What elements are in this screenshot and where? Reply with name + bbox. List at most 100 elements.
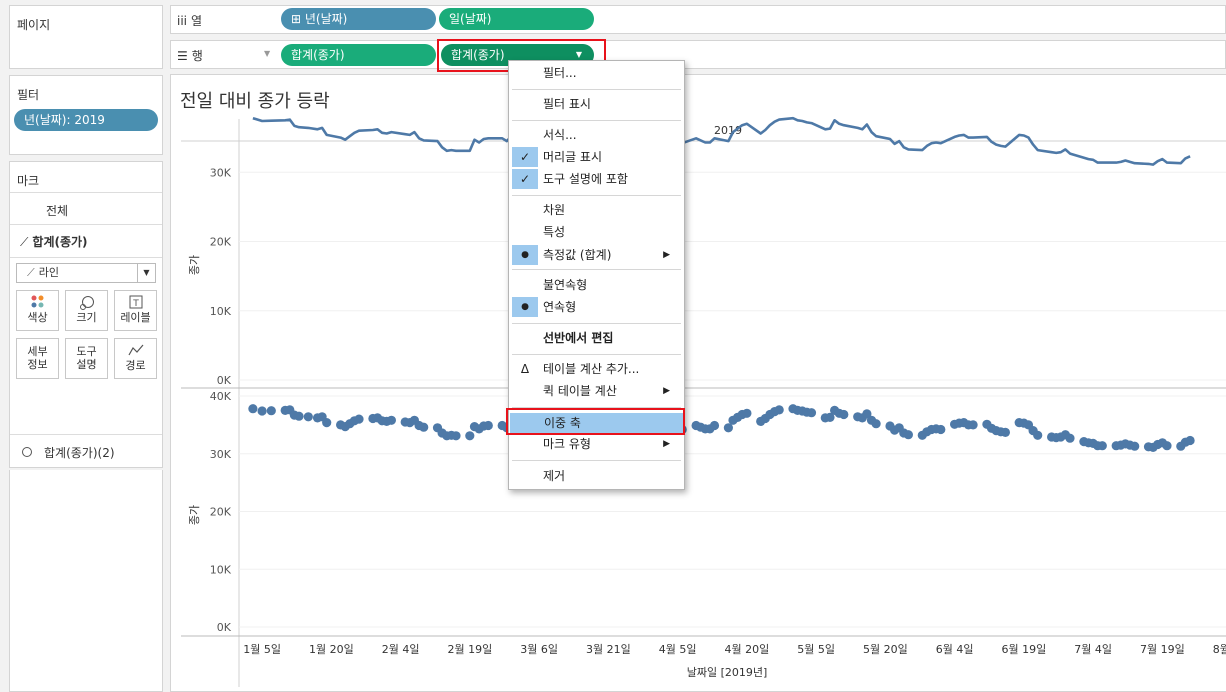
x-tick-label: 8월 3일 <box>1213 642 1226 656</box>
marks-card: 마크 전체 ⟋ 합계(종가) ⟋ 라인 ▼ 색상 크기 T 레이블 세부 정보 도구… <box>9 161 163 468</box>
menu-item[interactable]: 차원 <box>509 200 684 220</box>
menu-item[interactable]: 불연속형 <box>509 275 684 295</box>
detail-button[interactable]: 세부 정보 <box>16 338 59 379</box>
y-tick-label: 20K <box>210 506 232 519</box>
y-tick-label: 20K <box>210 236 232 249</box>
svg-text:T: T <box>132 299 139 309</box>
mark-type-value: 라인 <box>38 266 59 279</box>
rows-pill-sum-close-1[interactable]: 합계(종가) <box>281 44 436 66</box>
path-button[interactable]: 경로 <box>114 338 157 379</box>
scatter-point <box>709 420 720 431</box>
menu-item[interactable]: 특성 <box>509 222 684 242</box>
menu-item-label: 제거 <box>543 469 566 483</box>
columns-pill-day[interactable]: 일(날짜) <box>439 8 594 30</box>
y-tick-label: 10K <box>210 563 232 576</box>
menu-separator <box>512 407 681 408</box>
scatter-point <box>1130 441 1140 451</box>
menu-item-label: 특성 <box>543 225 566 239</box>
menu-item-label: 도구 설명에 포함 <box>543 172 628 186</box>
bullet-icon: ● <box>512 297 538 317</box>
y-tick-label: 0K <box>217 374 232 387</box>
menu-item-label: 선반에서 편집 <box>543 331 614 345</box>
scatter-point <box>968 420 978 430</box>
rows-shelf-dropdown-icon[interactable]: ▼ <box>264 49 271 58</box>
tooltip-button[interactable]: 도구 설명 <box>65 338 108 379</box>
scatter-point <box>257 406 267 416</box>
menu-item[interactable]: 마크 유형 ▶ <box>509 434 684 454</box>
scatter-point <box>742 408 752 418</box>
size-button[interactable]: 크기 <box>65 290 108 331</box>
mark-type-select[interactable]: ⟋ 라인 ▼ <box>16 263 156 283</box>
menu-item[interactable]: ✓ 머리글 표시 <box>509 147 684 167</box>
columns-pill-year[interactable]: ⊞ 년(날짜) <box>281 8 436 30</box>
x-tick-label: 2월 19일 <box>447 642 492 656</box>
menu-item-label: 불연속형 <box>543 278 588 292</box>
menu-separator <box>512 323 681 324</box>
scatter-point <box>294 411 304 421</box>
scatter-point <box>862 409 872 419</box>
sheet-title: 전일 대비 종가 등락 <box>180 91 330 112</box>
y-tick-label: 0K <box>217 621 232 634</box>
marks-all[interactable]: 전체 <box>46 202 198 219</box>
tooltip-button-label: 도구 설명 <box>76 345 97 371</box>
menu-item-label: 머리글 표시 <box>543 150 603 164</box>
marks-measure-2[interactable]: 합계(종가)(2) <box>22 444 174 461</box>
filter-pill-year[interactable]: 년(날짜): 2019 <box>14 109 158 131</box>
menu-separator <box>512 269 681 270</box>
rows-icon: ☰ <box>177 49 188 63</box>
color-icon <box>17 295 58 311</box>
menu-item[interactable]: 퀵 테이블 계산 ▶ <box>509 381 684 401</box>
menu-separator <box>512 460 681 461</box>
scatter-point <box>483 420 493 431</box>
path-icon <box>115 343 156 359</box>
y-tick-label: 10K <box>210 305 232 318</box>
menu-item-label: 퀵 테이블 계산 <box>543 384 617 398</box>
scatter-point <box>354 414 364 424</box>
scatter-point <box>903 430 914 440</box>
check-icon: ✓ <box>512 169 538 189</box>
scatter-point <box>1000 427 1011 437</box>
scatter-point <box>266 406 276 416</box>
menu-item-label: 차원 <box>543 203 566 217</box>
scatter-point <box>774 405 784 415</box>
marks-measure-1[interactable]: ⟋ 합계(종가) <box>20 235 88 249</box>
submenu-arrow-icon: ▶ <box>663 386 670 396</box>
scatter-point <box>451 431 461 441</box>
menu-item[interactable]: 필터 표시 <box>509 94 684 114</box>
scatter-point <box>248 404 258 414</box>
menu-item[interactable]: 제거 <box>509 466 684 486</box>
menu-item[interactable]: 이중 축 <box>510 413 685 433</box>
menu-separator <box>512 195 681 196</box>
menu-item[interactable]: ✓ 도구 설명에 포함 <box>509 169 684 189</box>
circle-mark-icon <box>22 447 32 457</box>
marks-all-label: 전체 <box>46 204 69 218</box>
rows-shelf-label: ☰ 행 <box>177 49 203 63</box>
menu-item[interactable]: 서식... <box>509 125 684 145</box>
line-mark-icon: ⟋ <box>20 235 29 249</box>
menu-separator <box>512 120 681 121</box>
menu-item[interactable]: ● 연속형 <box>509 297 684 317</box>
menu-item-label: 마크 유형 <box>543 437 591 451</box>
menu-item-label: 이중 축 <box>544 416 581 430</box>
label-button[interactable]: T 레이블 <box>114 290 157 331</box>
marks-card-title: 마크 <box>17 174 40 188</box>
x-tick-label: 7월 19일 <box>1140 642 1185 656</box>
scatter-point <box>1097 441 1107 451</box>
menu-item-label: 필터... <box>543 66 577 80</box>
menu-item-label: 연속형 <box>543 300 577 314</box>
y-tick-label: 30K <box>210 166 232 179</box>
menu-item[interactable]: Δ 테이블 계산 추가... <box>509 359 684 379</box>
scatter-point <box>936 424 946 435</box>
menu-item[interactable]: 필터... <box>509 63 684 83</box>
x-tick-label: 7월 4일 <box>1074 642 1112 656</box>
menu-item[interactable]: 선반에서 편집 <box>509 328 684 348</box>
chart-sheet: 전일 대비 종가 등락 2019 0K 10K 20K 30K 0K 10K 20K 30K 40… <box>170 74 1226 692</box>
menu-item[interactable]: ● 측정값 (합계) ▶ <box>509 245 684 265</box>
x-tick-label: 1월 5일 <box>243 642 281 656</box>
pill-dropdown-icon[interactable]: ▼ <box>575 50 582 59</box>
size-button-label: 크기 <box>76 311 97 324</box>
color-button[interactable]: 색상 <box>16 290 59 331</box>
x-tick-label: 4월 5일 <box>659 642 697 656</box>
label-button-label: 레이블 <box>120 311 151 324</box>
